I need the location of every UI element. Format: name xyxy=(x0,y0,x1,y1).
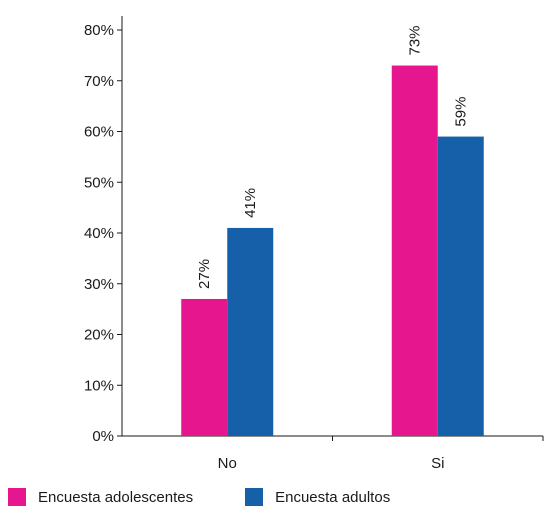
data-label: 41% xyxy=(242,188,259,218)
y-tick-label: 40% xyxy=(84,225,114,242)
y-tick-label: 30% xyxy=(84,276,114,293)
y-tick-label: 10% xyxy=(84,377,114,394)
bar xyxy=(391,65,438,437)
bars xyxy=(181,65,484,437)
y-tick-label: 20% xyxy=(84,327,114,344)
data-labels: 27% 41% 73% 59% xyxy=(196,25,470,288)
legend-swatch-adultos xyxy=(245,488,264,506)
data-label: 27% xyxy=(196,259,213,289)
legend-label-adultos: Encuesta adultos xyxy=(275,488,391,506)
legend-swatch-adolescentes xyxy=(8,488,26,506)
y-tick-label: 60% xyxy=(84,124,114,141)
legend: Encuesta adolescentes Encuesta adultos xyxy=(8,487,426,507)
y-tick-label: 50% xyxy=(84,174,114,191)
legend-item-adolescentes: Encuesta adolescentes xyxy=(8,488,193,506)
data-label: 59% xyxy=(453,97,470,127)
y-tick-label: 80% xyxy=(84,22,114,39)
legend-label-adolescentes: Encuesta adolescentes xyxy=(38,488,194,506)
legend-item-adultos: Encuesta adultos xyxy=(245,488,390,506)
y-tick-label: 70% xyxy=(84,73,114,90)
bar xyxy=(227,227,274,436)
y-tick-label: 0% xyxy=(92,428,114,445)
x-category-label: Si xyxy=(431,455,444,472)
axes: 0% 10% 20% 30% 40% 50% 60% 70% 80% No Si xyxy=(84,16,544,472)
x-category-label: No xyxy=(218,455,237,472)
bar xyxy=(437,136,484,436)
bar xyxy=(181,298,228,436)
data-label: 73% xyxy=(407,25,424,55)
